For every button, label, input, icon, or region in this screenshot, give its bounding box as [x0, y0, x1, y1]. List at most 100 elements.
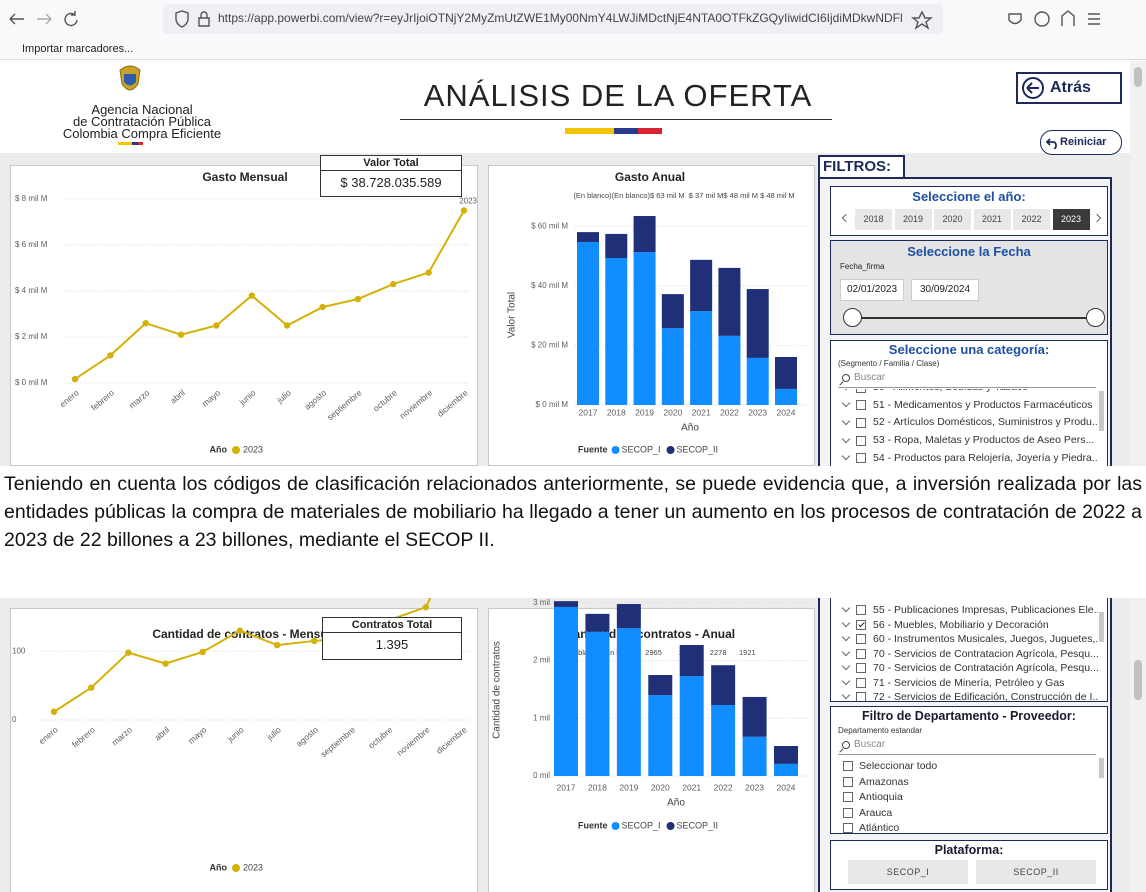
checkbox[interactable] [843, 807, 853, 818]
category-label: 50 - Alimentos, Bebidas y Tabaco [873, 389, 1028, 396]
checkbox[interactable] [856, 692, 866, 701]
star-icon[interactable] [911, 10, 933, 30]
checkbox[interactable] [856, 677, 866, 688]
chevron-icon [841, 647, 851, 656]
category-item[interactable]: 50 - Alimentos, Bebidas y Tabaco [832, 389, 1098, 396]
department-label: Antioquia [859, 791, 903, 803]
reload-icon[interactable] [64, 11, 78, 27]
date-end[interactable]: 30/09/2024 [911, 279, 979, 301]
lock-icon[interactable] [198, 11, 210, 27]
category-item[interactable]: 70 - Servicios de Contratación Agrícola,… [832, 661, 1098, 675]
category-item[interactable]: 51 - Medicamentos y Productos Farmacéuti… [832, 397, 1098, 414]
flag-stripe [614, 128, 638, 134]
year-option[interactable]: 2023 [1052, 209, 1090, 230]
category-label: 51 - Medicamentos y Productos Farmacéuti… [873, 398, 1093, 411]
year-option[interactable]: 2019 [894, 209, 932, 230]
category-item[interactable]: 72 - Servicios de Edificación, Construcc… [832, 690, 1098, 701]
checkbox[interactable] [856, 417, 866, 428]
category-item[interactable]: 53 - Ropa, Maletas y Productos de Aseo P… [832, 432, 1098, 449]
checkbox[interactable] [856, 663, 866, 673]
account-icon[interactable] [1034, 11, 1050, 27]
category-slicer [830, 598, 1108, 702]
category-item[interactable]: 56 - Muebles, Mobiliario y Decoración [832, 618, 1098, 632]
checkbox[interactable] [856, 648, 866, 659]
department-label: Atlántico [859, 822, 900, 833]
checkbox[interactable] [856, 634, 866, 644]
flag-stripe [565, 128, 614, 134]
category-label: 53 - Ropa, Maletas y Productos de Aseo P… [873, 434, 1095, 447]
category-item[interactable]: 60 - Instrumentos Musicales, Juegos, Jug… [832, 632, 1098, 646]
category-item[interactable]: 70 - Servicios de Contratacion Agrícola,… [832, 647, 1098, 661]
checkbox[interactable] [843, 761, 853, 771]
category-item[interactable]: 52 - Artículos Domésticos, Suministros y… [832, 414, 1098, 431]
platform-option[interactable]: SECOP_I [848, 860, 968, 884]
search-icon [842, 374, 850, 382]
category-item[interactable]: 55 - Publicaciones Impresas, Publicacion… [832, 603, 1098, 617]
category-label: 70 - Servicios de Contratacion Agrícola,… [873, 647, 1098, 660]
report-title: ANÁLISIS DE LA OFERTA [423, 78, 813, 113]
back-button[interactable]: Atrás [1016, 72, 1122, 104]
date-start[interactable]: 02/01/2023 [840, 279, 904, 301]
slicer-subtitle: Departamento estandar [838, 726, 923, 735]
chevron-icon [841, 398, 851, 408]
chart-panel [488, 165, 815, 466]
back-icon[interactable] [9, 13, 24, 25]
reset-button[interactable]: Reiniciar [1040, 130, 1122, 155]
checkbox[interactable] [856, 435, 866, 446]
checkbox[interactable] [843, 792, 853, 802]
department-label: Arauca [859, 806, 893, 819]
checkbox[interactable] [843, 823, 853, 833]
checkbox[interactable] [856, 619, 866, 630]
scroll-thumb[interactable] [1134, 660, 1142, 700]
menu-icon[interactable] [1088, 13, 1100, 25]
scroll-thumb[interactable] [1134, 67, 1142, 87]
department-item[interactable]: Seleccionar todo [832, 759, 1098, 774]
url-bar[interactable] [163, 4, 943, 34]
department-item[interactable]: Arauca [832, 806, 1098, 821]
department-item[interactable]: Amazonas [832, 775, 1098, 790]
platform-option[interactable]: SECOP_II [976, 860, 1096, 884]
extension-icon[interactable] [1061, 10, 1075, 26]
chevron-icon [841, 690, 851, 700]
checkbox[interactable] [856, 605, 866, 615]
bookmark-item[interactable]: Importar marcadores... [22, 43, 134, 55]
date-slider-handle[interactable] [843, 308, 862, 327]
date-slider-handle[interactable] [1086, 308, 1105, 327]
report-header [0, 61, 1130, 153]
search-box[interactable]: Buscar [854, 372, 886, 383]
url-text[interactable]: https://app.powerbi.com/view?r=eyJrIjoiO… [218, 11, 903, 25]
title-underline [400, 119, 832, 120]
shield-icon[interactable] [175, 10, 189, 28]
department-item[interactable]: Atlántico [832, 821, 1098, 833]
checkbox[interactable] [843, 776, 853, 787]
scrollbar[interactable] [1130, 598, 1146, 892]
checkbox[interactable] [856, 400, 866, 411]
department-slicer [830, 706, 1108, 834]
date-field-label: Fecha_firma [840, 262, 885, 271]
agency-name: Colombia Compra Eficiente [62, 126, 222, 141]
chevron-icon [841, 452, 851, 461]
scrollbar[interactable] [1130, 61, 1146, 466]
kpi-card: Valor Total $ 38.728.035.589 [320, 155, 462, 197]
logo-bar [132, 142, 138, 145]
checkbox[interactable] [856, 453, 866, 464]
search-box[interactable]: Buscar [854, 739, 886, 750]
checkbox[interactable] [856, 389, 866, 393]
agency-name: Agencia Nacional [91, 102, 193, 117]
category-slicer [830, 340, 1108, 470]
department-label: Amazonas [859, 775, 909, 788]
slicer-title: Seleccione el año: [912, 189, 1026, 204]
department-item[interactable]: Antioquia [832, 790, 1098, 805]
year-option[interactable]: 2021 [973, 209, 1011, 230]
category-item[interactable]: 54 - Productos para Relojería, Joyería y… [832, 450, 1098, 467]
kpi-value: 1.395 [375, 637, 409, 652]
pocket-icon[interactable] [1008, 13, 1022, 25]
category-item[interactable]: 71 - Servicios de Minería, Petróleo y Ga… [832, 676, 1098, 690]
department-list: Seleccionar todo Amazonas Antioquia Arauca A… [832, 757, 1098, 833]
slicer-title: Seleccione una categoría: [888, 342, 1050, 357]
search-underline [838, 387, 1096, 388]
logo-bar [118, 142, 132, 145]
year-option[interactable]: 2022 [1013, 209, 1050, 230]
year-option[interactable]: 2020 [934, 209, 971, 230]
year-option[interactable]: 2018 [855, 209, 892, 230]
